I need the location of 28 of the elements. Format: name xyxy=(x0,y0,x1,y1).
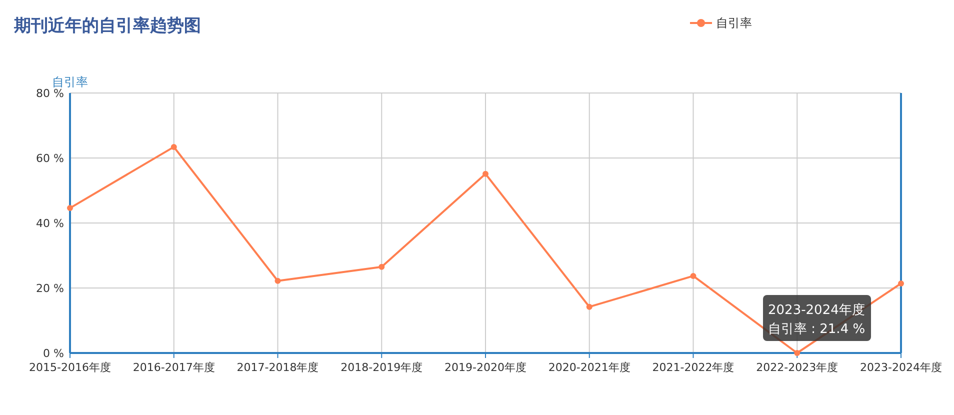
x-tick-label: 2015-2016年度 xyxy=(29,361,111,374)
point xyxy=(378,264,385,270)
point xyxy=(170,144,177,150)
point xyxy=(690,272,696,279)
point xyxy=(586,304,592,310)
y-tick-label: 60 % xyxy=(36,152,64,165)
y-axis-title: 自引率 xyxy=(52,75,88,89)
y-tick-label: 40 % xyxy=(36,217,64,230)
point xyxy=(898,280,904,286)
x-tick-label: 2016-2017年度 xyxy=(132,361,215,374)
x-tick-label: 2023-2024年度 xyxy=(860,361,942,374)
annotation: 自引率 : 21.4 % xyxy=(768,321,866,337)
x-tick-label: 2018-2019年度 xyxy=(340,361,423,374)
point xyxy=(794,350,800,356)
x-tick-label: 2020-2021年度 xyxy=(548,361,630,374)
point xyxy=(274,278,281,284)
x-tick-label: 2022-2023年度 xyxy=(756,361,838,374)
annotation: 2023-2024年度 xyxy=(768,302,865,318)
x-tick-label: 2019-2020年度 xyxy=(444,361,526,374)
x-tick-label: 2021-2022年度 xyxy=(652,361,734,374)
point xyxy=(67,205,73,212)
point xyxy=(482,170,488,177)
y-tick-label: 20 % xyxy=(36,282,64,295)
chart-title: 期刊近年的自引率趋势图 xyxy=(13,16,201,36)
x-tick-label: 2017-2018年度 xyxy=(236,361,319,374)
y-tick-label: 0 % xyxy=(43,347,64,360)
y-tick-label: 80 % xyxy=(36,87,64,100)
legend-label: 自引率 xyxy=(716,16,752,30)
